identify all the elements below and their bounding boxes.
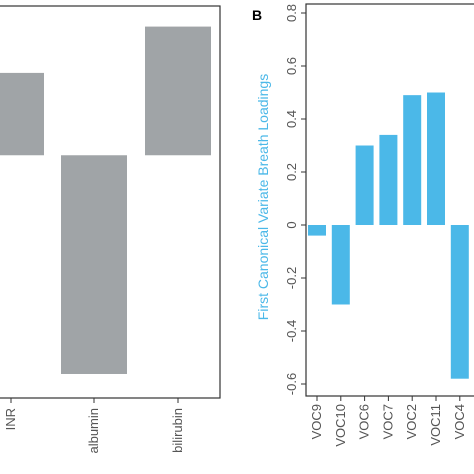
y-tick-label: 0.8 — [284, 4, 299, 22]
panel-b-y-ticks: -0.6 -0.4 -0.2 0 0.2 0.4 0.6 0.8 — [284, 4, 306, 395]
panel-a-frame — [0, 5, 221, 399]
bar-bilirubin — [145, 26, 211, 156]
bar-VOC7 — [379, 134, 398, 225]
x-tick-label-VOC9: VOC9 — [309, 404, 324, 439]
y-tick-label: 0 — [284, 221, 299, 228]
panel-b-tag: B — [252, 7, 262, 23]
panel-b-x-ticks: VOC9VOC10VOC6VOC7VOC2VOC11VOC4VOC8 — [309, 396, 467, 447]
y-tick-label: -0.6 — [284, 373, 299, 395]
bar-VOC9 — [308, 225, 326, 236]
bar-VOC11 — [427, 92, 445, 225]
panel-a-x-ticks: INR albumin bilirubin — [3, 398, 185, 454]
bar-INR — [0, 72, 44, 156]
x-tick-label-VOC11: VOC11 — [428, 404, 443, 446]
x-tick-label-VOC2: VOC2 — [404, 404, 419, 439]
x-tick-label-VOC6: VOC6 — [357, 404, 372, 439]
y-tick-label: -0.2 — [284, 267, 299, 289]
bar-VOC6 — [355, 145, 374, 225]
panel-b-frame — [305, 3, 474, 397]
y-tick-label: 0.6 — [284, 57, 299, 75]
y-tick-label: 0.2 — [284, 163, 299, 181]
panel-b-bars — [308, 92, 469, 379]
panel-b-y-axis-label: First Canonical Variate Breath Loadings — [255, 74, 271, 320]
x-tick-label-bilirubin: bilirubin — [170, 408, 185, 453]
x-tick-label-INR: INR — [3, 408, 18, 430]
x-tick-label-albumin: albumin — [86, 408, 101, 454]
y-tick-label: -0.4 — [284, 320, 299, 342]
bar-VOC10 — [331, 225, 350, 305]
x-tick-label-VOC4: VOC4 — [452, 404, 467, 439]
panel-a-bars — [0, 26, 211, 374]
x-tick-label-VOC10: VOC10 — [333, 404, 348, 447]
bar-VOC2 — [403, 95, 422, 226]
y-tick-label: 0.4 — [284, 110, 299, 128]
bar-VOC4 — [450, 225, 469, 379]
bar-albumin — [61, 155, 127, 374]
x-tick-label-VOC7: VOC7 — [380, 404, 395, 439]
